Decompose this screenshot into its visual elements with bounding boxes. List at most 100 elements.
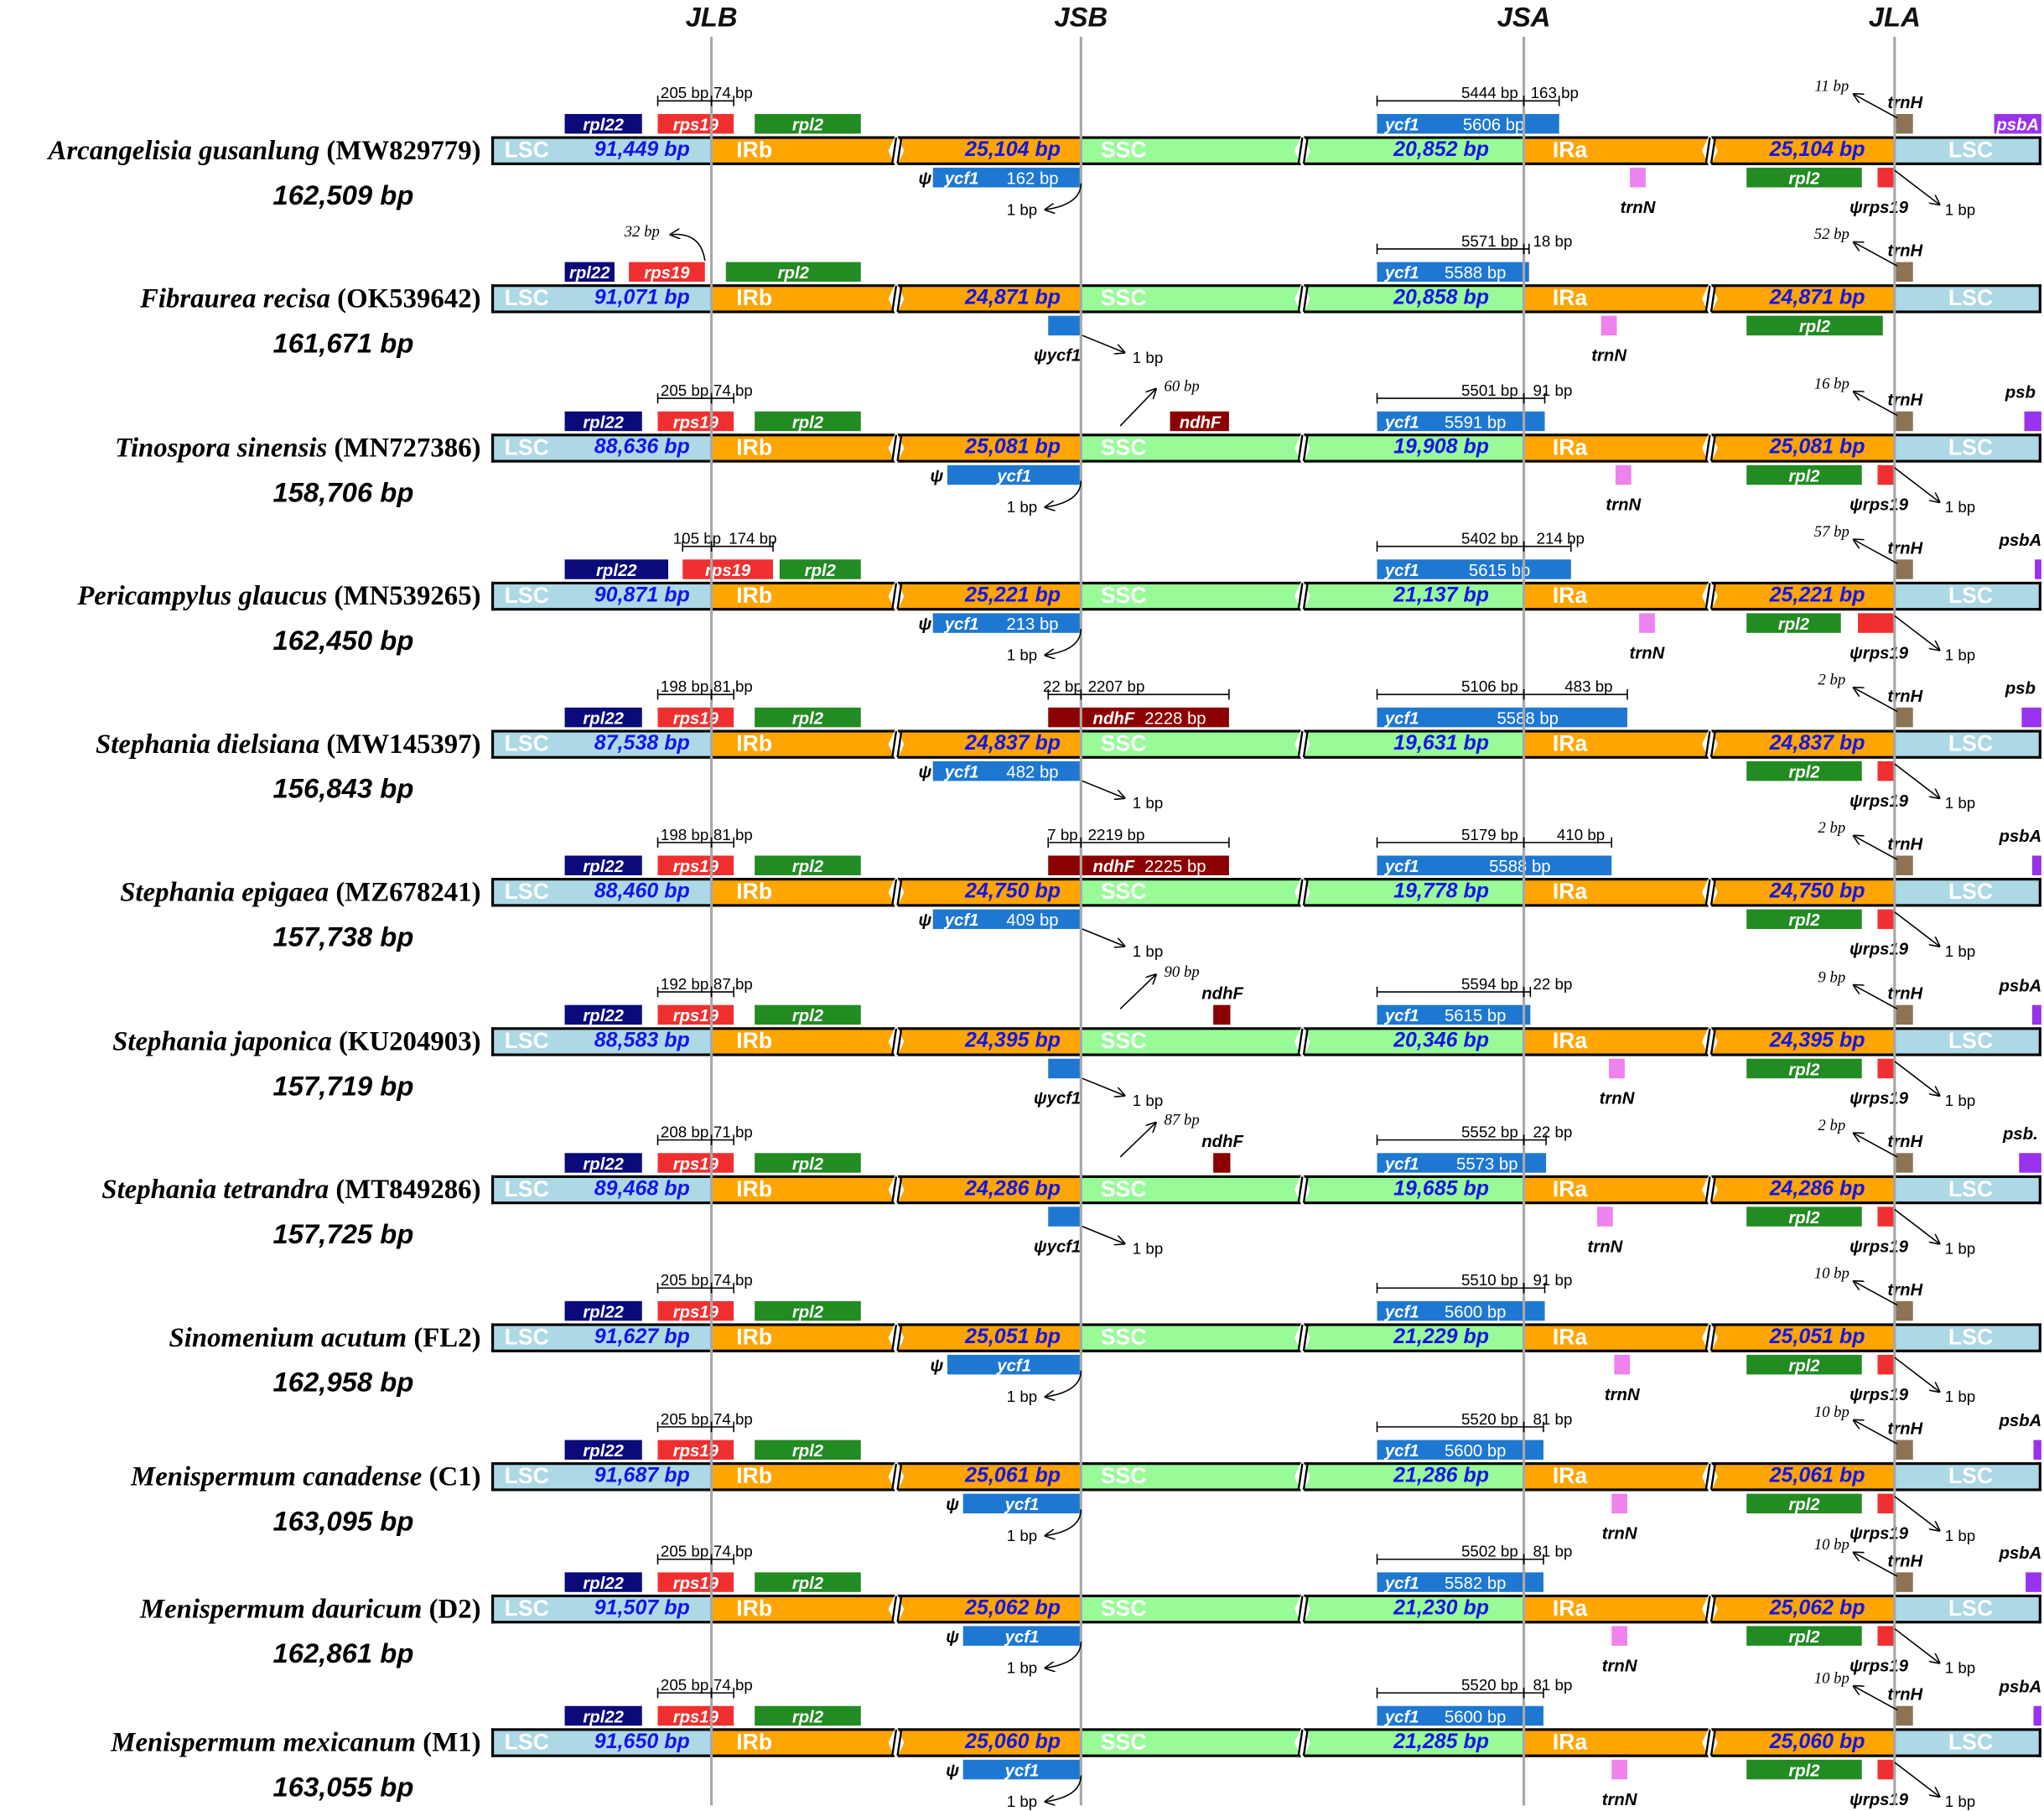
ycf1-label: ycf1 (1004, 1494, 1040, 1514)
break-slash (1297, 434, 1304, 462)
rpl2-label: rpl2 (791, 1154, 824, 1174)
jla-distance: 10 bp (1813, 1668, 1849, 1688)
species-label: Menispermum mexicanum (M1) (111, 1726, 480, 1759)
ycf1-gene (1377, 707, 1627, 728)
rpl2-gene (755, 855, 861, 875)
lsc-left-edge (491, 284, 495, 314)
break-slash (1704, 285, 1711, 313)
jla-distance: 9 bp (1818, 968, 1846, 987)
trnn-label: trnN (1604, 1384, 1640, 1404)
lsc-left-edge (491, 1175, 495, 1205)
region-label-irb: IRb (736, 731, 773, 756)
ssc-length: 21,137 bp (1393, 584, 1490, 607)
trnh-gene (1896, 855, 1913, 875)
psba-gene (2019, 1153, 2041, 1173)
ycf1-label: ycf1 (1384, 856, 1419, 876)
accession: (KU204903) (338, 1025, 481, 1057)
ira-segment (1709, 1462, 1895, 1492)
break-slash (1302, 285, 1309, 313)
ndhf-distance: 90 bp (1164, 962, 1200, 981)
break-slash (1302, 1176, 1309, 1203)
species-label: Fibraurea recisa (OK539642) (140, 283, 481, 315)
rpl22-gene (564, 113, 642, 134)
rpl2-label: rpl2 (1788, 1355, 1820, 1376)
lsc-segment (1894, 1594, 2041, 1624)
lsc-segment (491, 136, 712, 165)
jsa-distance-right: 18 bp (1533, 231, 1573, 251)
lsc-left-edge (491, 1728, 495, 1757)
psba-gene (2033, 1440, 2041, 1460)
rps19-pseudo-gene (1877, 464, 1895, 485)
psba-label: psbA (1999, 975, 2042, 995)
region-label-irb: IRb (736, 583, 773, 609)
rps19-label: rps19 (672, 1005, 719, 1025)
lsc-length: 88,636 bp (594, 436, 690, 459)
break-slash (1709, 137, 1716, 164)
lsc-right-edge (2038, 433, 2041, 463)
jsb-distance: 1 bp (1132, 1239, 1164, 1258)
ssc-segment (1081, 1027, 1303, 1056)
rps19-pseudo-gene (1877, 168, 1895, 188)
trnh-label: trnH (1887, 1279, 1923, 1300)
rpl2-gene (1746, 613, 1841, 633)
jsb-distance: 1 bp (1132, 794, 1164, 812)
psba-gene (2031, 855, 2041, 875)
rpl2-label: rpl2 (1788, 168, 1820, 189)
jlb-distance-right: 81 bp (713, 825, 753, 844)
rpl22-label: rpl22 (583, 412, 624, 432)
psi-label: ψ (946, 1494, 960, 1514)
jsb-arrow (1045, 1509, 1082, 1535)
rpl2-gene (755, 1440, 861, 1460)
irb-segment (895, 1728, 1082, 1757)
rps19-gene (657, 1705, 734, 1726)
lsc-segment (1894, 581, 2041, 611)
species-label: Stephania japonica (KU204903) (112, 1025, 480, 1058)
ycf1-label: ycf1 (1384, 114, 1419, 135)
trnh-label: trnH (1887, 1684, 1923, 1705)
ssc-length: 20,858 bp (1393, 287, 1490, 309)
irb-segment (895, 1027, 1082, 1056)
trnh-gene (1896, 1440, 1913, 1460)
ycf1-label: ycf1 (1004, 1760, 1040, 1781)
ycf1-pseudo-gene (947, 1354, 1082, 1375)
ycf1-label: ycf1 (1384, 1573, 1419, 1593)
jsa-distance-right: 22 bp (1533, 974, 1573, 994)
lsc-left-edge (491, 1462, 495, 1492)
jlb-distance-right: 74 bp (713, 84, 753, 102)
irb-segment (711, 1175, 896, 1205)
ycf1-length: 5573 bp (1456, 1154, 1518, 1174)
ssc-segment (1302, 1462, 1524, 1492)
rps19-pseudo-gene (1877, 760, 1895, 781)
jlb-distance-left: 198 bp (660, 825, 709, 844)
ycf1-pseudo-gene (947, 464, 1082, 485)
irb-segment (711, 729, 896, 759)
ycf1-label: ycf1 (1384, 1706, 1419, 1726)
rps19-gene (657, 113, 734, 134)
region-label-lsc: LSC (504, 434, 549, 460)
rpl2-gene (1746, 315, 1883, 336)
region-label-lsc: LSC (1948, 1596, 1994, 1622)
ndhf-label: ndhF (1092, 856, 1135, 876)
ssc-segment (1302, 284, 1524, 314)
rpl2-label: rpl2 (791, 856, 824, 876)
rpl2-gene (1746, 1206, 1862, 1227)
break-slash (1709, 434, 1716, 462)
jlb-arrow (671, 234, 706, 262)
irb-segment (711, 1462, 896, 1492)
ssc-segment (1081, 581, 1303, 611)
break-slash (1704, 583, 1711, 610)
ycf1-pseudo-gene (932, 168, 1082, 188)
ira-segment (1709, 581, 1895, 611)
rps19-gene (657, 1440, 734, 1460)
ycf1-gene (1377, 262, 1529, 283)
irb-segment (711, 433, 896, 463)
psba-gene (2026, 1572, 2041, 1592)
break-slash (891, 583, 898, 610)
jsb-arrow (1082, 780, 1124, 797)
rps19-pseudo-gene (1877, 1759, 1895, 1780)
break-slash (1704, 1463, 1711, 1491)
psba-gene (2033, 1705, 2041, 1726)
accession: (MN539265) (334, 579, 481, 612)
ycf1-pseudo-gene (1048, 1058, 1082, 1079)
break-slash (896, 1596, 903, 1622)
